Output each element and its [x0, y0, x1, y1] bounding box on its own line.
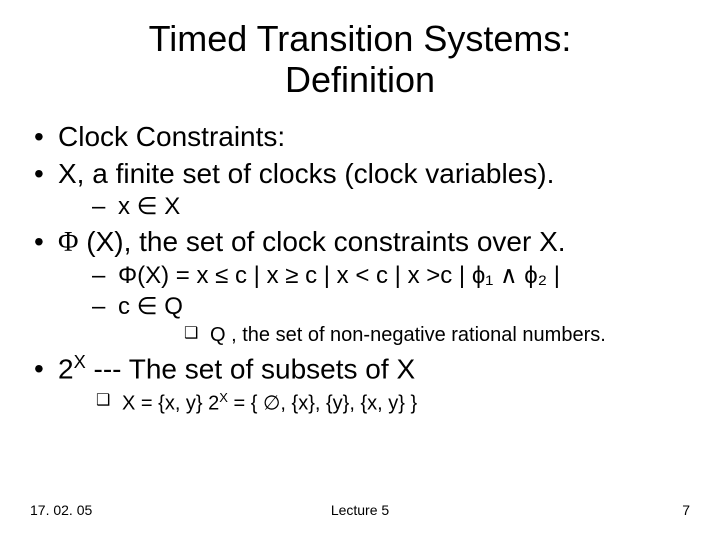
subsub-Q-rationals: Q , the set of non-negative rational num… [118, 322, 690, 349]
bullet-phi-X: Φ (X), the set of clock constraints over… [30, 224, 690, 349]
text-rest: --- The set of subsets of X [86, 354, 415, 385]
bullet-clock-constraints: Clock Constraints: [30, 119, 690, 154]
bullet-power-set: 2X --- The set of subsets of X X = {x, y… [30, 351, 690, 417]
sub-phi-def: Φ(X) = x ≤ c | x ≥ c | x < c | x >c | ϕ₁… [58, 260, 690, 291]
text-b: = { ∅, {x}, {y}, {x, y} } [228, 392, 417, 414]
title-line-2: Definition [285, 59, 435, 100]
text-sup: X [219, 390, 228, 405]
text: Clock Constraints: [58, 121, 285, 152]
text-phi: Φ [58, 227, 78, 258]
text: x ∈ X [118, 193, 180, 220]
text: Φ(X) = x ≤ c | x ≥ c | x < c | x >c | ϕ₁… [118, 262, 560, 289]
footer-lecture: Lecture 5 [30, 502, 690, 518]
subsub-power-set-example: X = {x, y} 2X = { ∅, {x}, {y}, {x, y} } [58, 389, 690, 418]
text-sup-X: X [74, 352, 86, 372]
text: Q , the set of non-negative rational num… [210, 324, 606, 346]
text-a: X = {x, y} 2 [122, 392, 219, 414]
sub-x-in-X: x ∈ X [58, 191, 690, 222]
footer: 17. 02. 05 Lecture 5 7 [30, 502, 690, 518]
bullet-finite-set: X, a finite set of clocks (clock variabl… [30, 156, 690, 222]
text-2: 2 [58, 354, 74, 385]
text: X, a finite set of clocks (clock variabl… [58, 158, 554, 189]
title-line-1: Timed Transition Systems: [149, 18, 572, 59]
text-c: (X), the set of clock constraints over X… [78, 226, 565, 257]
slide: Timed Transition Systems: Definition Clo… [0, 0, 720, 540]
bullet-list: Clock Constraints: X, a finite set of cl… [30, 119, 690, 418]
sub-c-in-Q: c ∈ Q Q , the set of non-negative ration… [58, 291, 690, 349]
text: c ∈ Q [118, 293, 183, 320]
slide-title: Timed Transition Systems: Definition [30, 18, 690, 101]
